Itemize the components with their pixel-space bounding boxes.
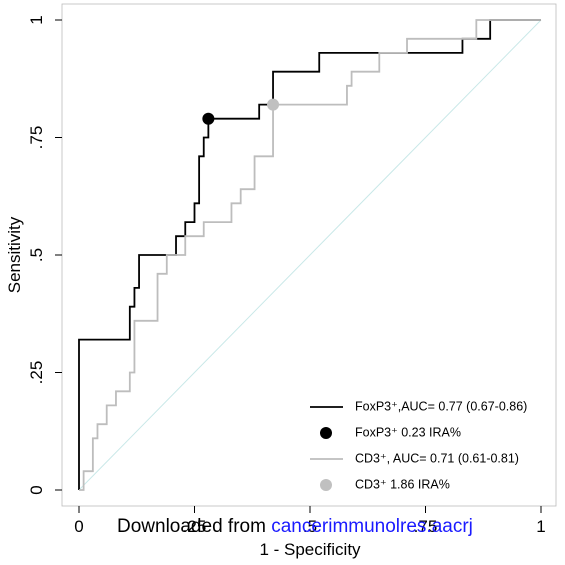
y-tick-label: 0 (27, 485, 46, 494)
legend-swatch (320, 427, 332, 439)
y-axis-title: Sensitivity (5, 216, 24, 293)
legend-label: FoxP3⁺,AUC= 0.77 (0.67-0.86) (355, 399, 527, 413)
y-tick-label: .75 (27, 126, 46, 150)
y-tick-label: 1 (27, 15, 46, 24)
x-tick-label: 0 (74, 517, 83, 536)
legend-label: CD3⁺, AUC= 0.71 (0.61-0.81) (355, 451, 519, 465)
watermark: Downloaded from cancerimmunolres.aacrj (117, 516, 473, 537)
legend-swatch (320, 479, 332, 491)
plot-frame (61, 3, 557, 507)
cutoff-point (202, 112, 215, 125)
y-tick-label: .5 (27, 248, 46, 262)
watermark-part: Downloaded from (117, 516, 271, 537)
x-tick-label: 1 (536, 517, 545, 536)
x-tick-label: .25 (183, 517, 207, 536)
roc-curve (78, 19, 541, 490)
y-tick-label: .25 (27, 361, 46, 385)
x-tick-label: .5 (303, 517, 317, 536)
reference-line (78, 19, 542, 491)
cutoff-point (267, 98, 280, 111)
x-tick-label: .75 (414, 517, 438, 536)
x-axis-title: 1 - Specificity (259, 540, 361, 559)
roc-curve (79, 19, 541, 491)
watermark-part: cancerimmunolres.aacrj (271, 516, 473, 537)
legend-label: FoxP3⁺ 0.23 IRA% (355, 425, 461, 439)
legend-label: CD3⁺ 1.86 IRA% (355, 477, 450, 491)
